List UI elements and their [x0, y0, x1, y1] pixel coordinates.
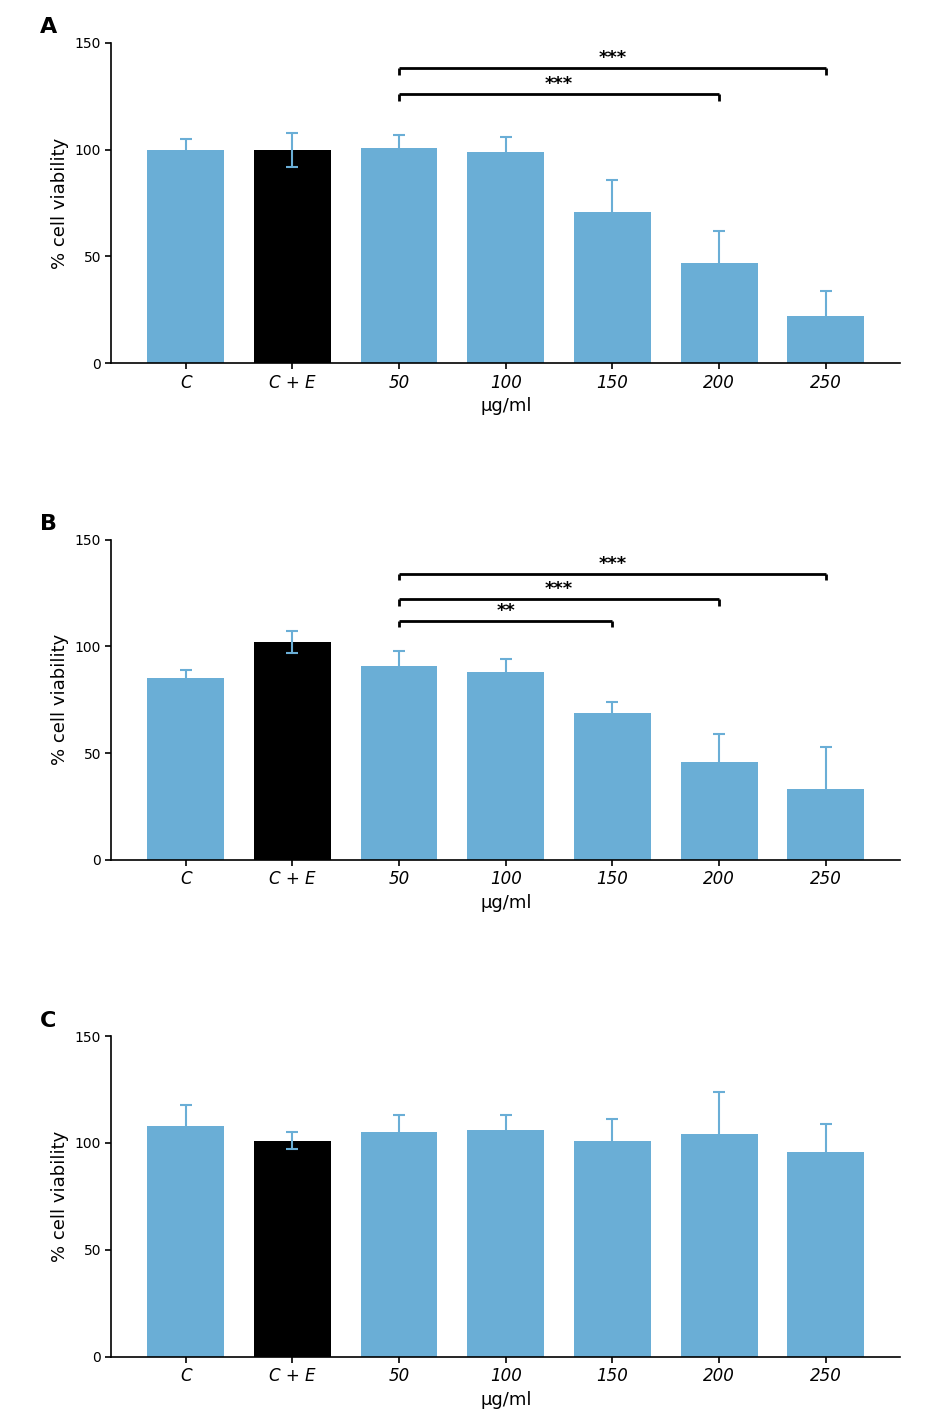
Bar: [680, 263, 756, 363]
Y-axis label: % cell viability: % cell viability: [51, 137, 69, 268]
Text: ***: ***: [544, 580, 573, 598]
Text: ***: ***: [598, 554, 626, 573]
X-axis label: μg/ml: μg/ml: [479, 894, 531, 912]
Bar: [787, 1151, 863, 1357]
Bar: [787, 316, 863, 363]
Text: ***: ***: [598, 50, 626, 67]
Bar: [361, 147, 437, 363]
Bar: [147, 1125, 223, 1357]
Bar: [787, 790, 863, 860]
Text: B: B: [41, 514, 57, 534]
Bar: [574, 1141, 650, 1357]
Bar: [680, 1134, 756, 1357]
X-axis label: μg/ml: μg/ml: [479, 1391, 531, 1408]
Bar: [254, 150, 330, 363]
Bar: [147, 150, 223, 363]
Text: C: C: [41, 1011, 57, 1031]
Bar: [467, 673, 543, 860]
Bar: [680, 761, 756, 860]
Bar: [361, 1132, 437, 1357]
Bar: [574, 211, 650, 363]
Text: A: A: [41, 17, 57, 37]
Bar: [467, 1130, 543, 1357]
Bar: [574, 713, 650, 860]
Text: **: **: [496, 601, 514, 620]
Bar: [254, 643, 330, 860]
Bar: [467, 151, 543, 363]
Bar: [254, 1141, 330, 1357]
Y-axis label: % cell viability: % cell viability: [51, 634, 69, 765]
Y-axis label: % cell viability: % cell viability: [51, 1131, 69, 1262]
Text: ***: ***: [544, 76, 573, 93]
Bar: [361, 665, 437, 860]
Bar: [147, 678, 223, 860]
X-axis label: μg/ml: μg/ml: [479, 397, 531, 416]
